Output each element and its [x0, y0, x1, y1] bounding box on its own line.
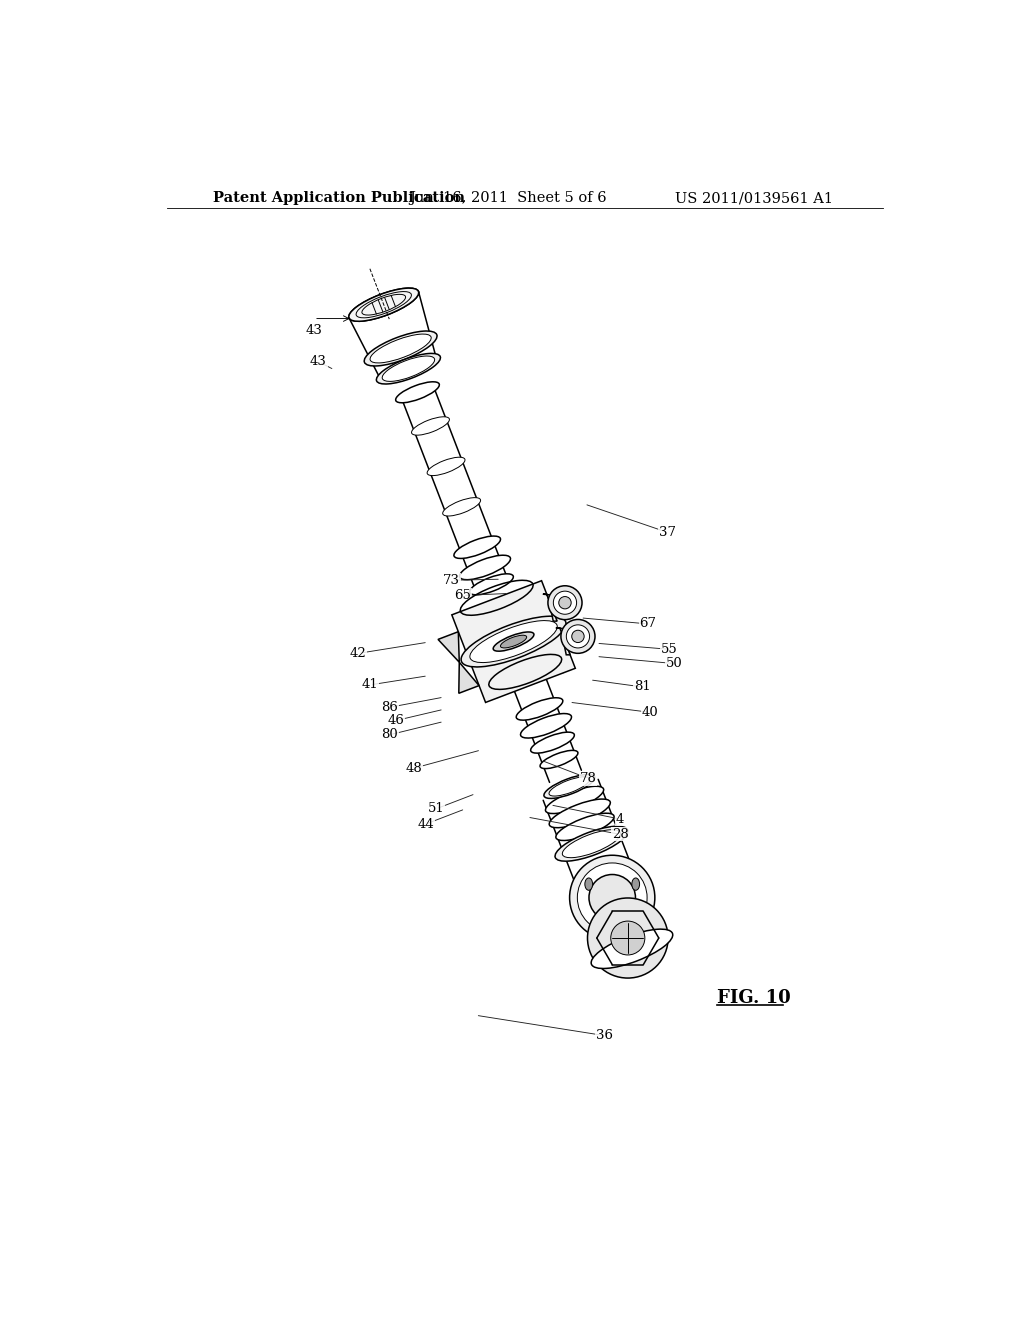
Ellipse shape — [561, 619, 595, 653]
Ellipse shape — [470, 574, 513, 595]
Ellipse shape — [555, 826, 628, 861]
Ellipse shape — [370, 334, 431, 363]
Text: 51: 51 — [428, 803, 444, 816]
Ellipse shape — [530, 733, 574, 754]
Text: 37: 37 — [659, 525, 676, 539]
Ellipse shape — [632, 878, 640, 890]
Polygon shape — [543, 594, 557, 622]
Text: Jun. 16, 2011  Sheet 5 of 6: Jun. 16, 2011 Sheet 5 of 6 — [409, 191, 606, 206]
Ellipse shape — [546, 787, 604, 813]
Ellipse shape — [571, 630, 584, 643]
Ellipse shape — [412, 417, 450, 436]
Ellipse shape — [588, 898, 668, 978]
Text: 44: 44 — [417, 817, 434, 830]
Ellipse shape — [382, 356, 434, 381]
Ellipse shape — [553, 591, 577, 614]
Text: 80: 80 — [382, 729, 398, 742]
Ellipse shape — [454, 536, 501, 558]
Text: US 2011/0139561 A1: US 2011/0139561 A1 — [675, 191, 834, 206]
Text: FIG. 10: FIG. 10 — [717, 989, 791, 1007]
Polygon shape — [459, 663, 479, 693]
Text: 43: 43 — [305, 323, 323, 337]
Ellipse shape — [501, 635, 526, 648]
Polygon shape — [452, 581, 575, 702]
Text: 50: 50 — [666, 657, 682, 671]
Text: 28: 28 — [611, 828, 629, 841]
Text: 43: 43 — [310, 355, 327, 368]
Polygon shape — [556, 628, 570, 655]
Text: 86: 86 — [382, 701, 398, 714]
Ellipse shape — [395, 381, 439, 403]
Text: Patent Application Publication: Patent Application Publication — [213, 191, 465, 206]
Ellipse shape — [569, 855, 654, 940]
Ellipse shape — [461, 616, 566, 667]
Ellipse shape — [494, 632, 534, 651]
Text: 36: 36 — [596, 1030, 612, 1041]
Ellipse shape — [540, 750, 578, 768]
Ellipse shape — [559, 597, 571, 609]
Text: 4: 4 — [615, 813, 625, 825]
Ellipse shape — [589, 874, 636, 921]
Ellipse shape — [470, 620, 557, 663]
Text: 55: 55 — [660, 643, 678, 656]
Polygon shape — [438, 632, 460, 663]
Ellipse shape — [516, 698, 563, 721]
Text: 40: 40 — [642, 706, 658, 719]
Ellipse shape — [556, 813, 614, 841]
Text: 81: 81 — [634, 680, 650, 693]
Ellipse shape — [610, 921, 645, 954]
Ellipse shape — [549, 799, 610, 828]
Ellipse shape — [442, 498, 480, 516]
Ellipse shape — [566, 624, 590, 648]
Ellipse shape — [460, 556, 511, 579]
Ellipse shape — [562, 830, 621, 858]
Ellipse shape — [349, 288, 419, 321]
Text: 65: 65 — [455, 589, 471, 602]
Text: 67: 67 — [639, 618, 656, 631]
Text: 48: 48 — [406, 762, 422, 775]
Ellipse shape — [365, 331, 437, 366]
Ellipse shape — [585, 878, 593, 890]
Text: 73: 73 — [443, 574, 461, 586]
Ellipse shape — [578, 863, 647, 932]
Text: 46: 46 — [388, 714, 404, 727]
Ellipse shape — [549, 776, 590, 796]
Ellipse shape — [377, 354, 440, 384]
Text: 41: 41 — [361, 678, 379, 692]
Ellipse shape — [591, 929, 673, 969]
Ellipse shape — [548, 586, 582, 619]
Text: 42: 42 — [350, 647, 367, 660]
Ellipse shape — [349, 288, 419, 321]
Ellipse shape — [520, 714, 571, 738]
Ellipse shape — [427, 457, 465, 475]
Text: 78: 78 — [580, 772, 597, 785]
Ellipse shape — [544, 775, 595, 799]
